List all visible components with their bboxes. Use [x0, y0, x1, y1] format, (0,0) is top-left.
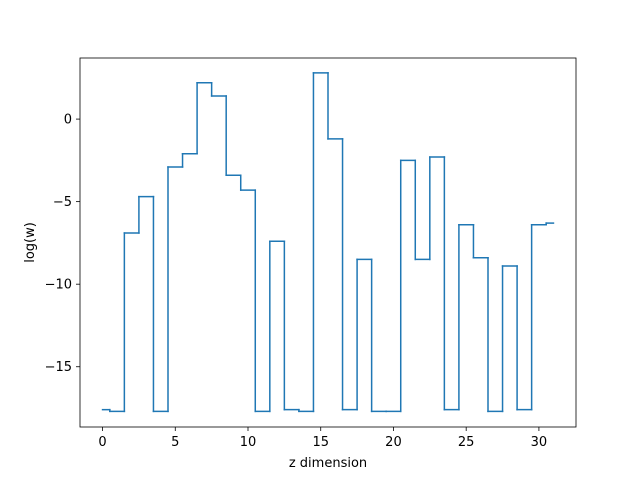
x-tick-label: 20: [385, 435, 402, 450]
x-tick-label: 5: [171, 435, 179, 450]
x-tick-label: 10: [240, 435, 257, 450]
x-tick-label: 25: [458, 435, 475, 450]
x-axis-ticks: 0 5 10 15 20 25 30: [98, 427, 547, 450]
y-tick-label: −15: [45, 360, 72, 375]
y-tick-label: −10: [45, 278, 72, 293]
y-axis-ticks: −15 −10 −5 0: [45, 113, 80, 375]
axes-frame: [79, 57, 577, 428]
x-tick-label: 0: [98, 435, 106, 450]
y-tick-label: 0: [64, 113, 72, 128]
x-tick-label: 30: [531, 435, 548, 450]
data-marks: [101, 72, 555, 413]
y-axis-label: log(w): [23, 222, 38, 263]
x-axis-label: z dimension: [289, 456, 367, 471]
y-tick-label: −5: [53, 195, 72, 210]
x-tick-label: 15: [312, 435, 329, 450]
